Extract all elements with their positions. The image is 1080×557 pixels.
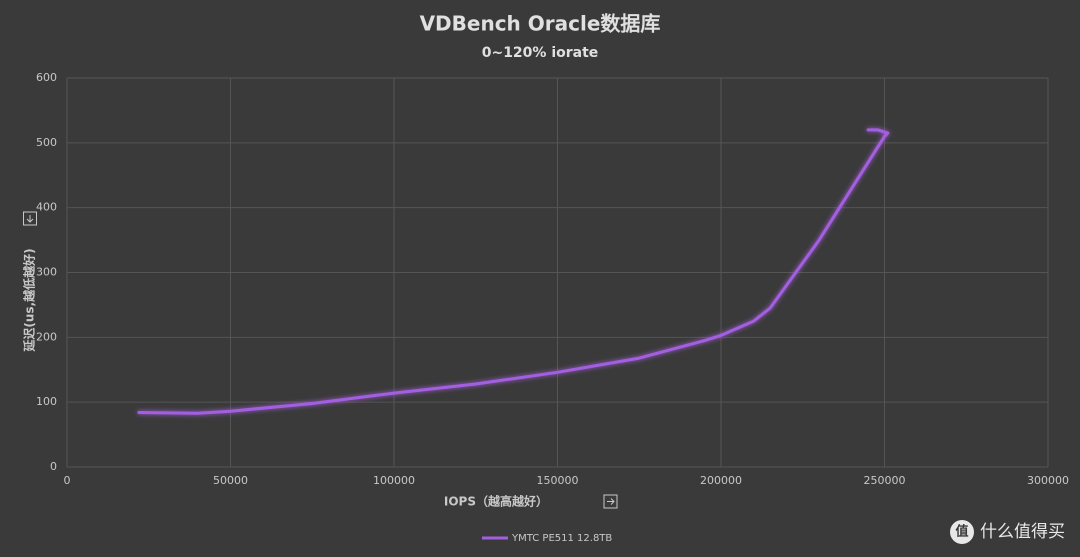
x-tick-label: 300000 [1027, 474, 1069, 487]
x-tick-label: 200000 [700, 474, 742, 487]
y-tick-label: 300 [36, 266, 57, 279]
watermark-icon: 值 [955, 524, 968, 540]
y-tick-label: 200 [36, 330, 57, 343]
x-tick-label: 100000 [373, 474, 415, 487]
x-arrow-icon [603, 494, 618, 509]
watermark-badge [950, 520, 974, 544]
watermark-text: 什么值得买 [980, 522, 1065, 542]
x-tick-label: 50000 [213, 474, 248, 487]
y-tick-label: 100 [36, 395, 57, 408]
y-axis-label: 延迟(us,越低越好) [22, 248, 37, 352]
chart-title: VDBench Oracle数据库 [420, 12, 661, 36]
y-tick-label: 0 [50, 460, 57, 473]
legend: YMTC PE511 12.8TB [482, 533, 612, 544]
x-tick-label: 250000 [864, 474, 906, 487]
y-tick-label: 400 [36, 201, 57, 214]
x-tick-label: 150000 [537, 474, 579, 487]
x-tick-label: 0 [64, 474, 71, 487]
y-tick-label: 500 [36, 136, 57, 149]
chart-subtitle: 0~120% iorate [482, 45, 599, 61]
y-arrow-icon [23, 211, 37, 226]
data-line [137, 128, 890, 415]
x-axis-label: IOPS（越高越好） [444, 494, 548, 509]
y-tick-label: 600 [36, 71, 57, 84]
legend-label: YMTC PE511 12.8TB [511, 533, 612, 544]
